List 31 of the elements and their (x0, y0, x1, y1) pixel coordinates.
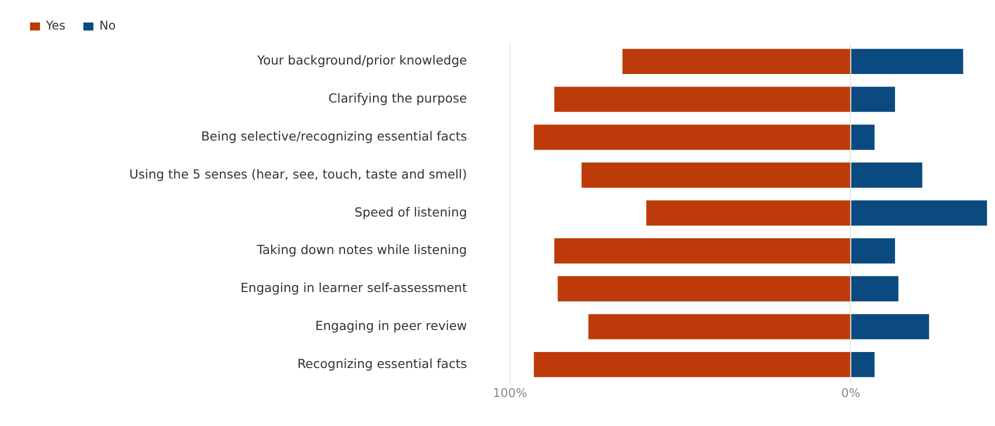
bar (851, 238, 896, 264)
legend-label: No (99, 18, 116, 33)
bar (851, 162, 922, 188)
y-tick-label: Clarifying the purpose (328, 90, 468, 106)
y-tick-label: Recognizing essential facts (297, 356, 467, 371)
bar (558, 276, 850, 302)
y-tick-label: Taking down notes while listening (256, 242, 467, 258)
bar (588, 314, 850, 340)
x-tick-label: 100% (492, 386, 528, 400)
bar (582, 162, 850, 188)
bar (851, 48, 964, 74)
bar (851, 86, 896, 112)
bar (554, 238, 850, 264)
bar (851, 200, 987, 226)
bar (851, 276, 898, 302)
bar (851, 314, 930, 340)
y-tick-label: Your background/prior knowledge (256, 52, 468, 68)
y-tick-label: Using the 5 senses (hear, see, touch, taste and smell) (129, 166, 467, 182)
y-tick-label: Being selective/recognizing essential facts (201, 128, 467, 144)
bar (534, 124, 850, 150)
y-tick-label: Engaging in peer review (315, 318, 467, 333)
y-tick-label: Engaging in learner self-assessment (240, 280, 468, 296)
x-tick-label: 0% (841, 386, 860, 400)
y-tick-label: Speed of listening (354, 204, 467, 220)
bar (646, 200, 850, 226)
bar (554, 86, 850, 112)
bar (851, 124, 875, 150)
bar (622, 48, 850, 74)
legend-label: Yes (45, 18, 66, 33)
bar (851, 352, 875, 378)
bar (534, 352, 850, 378)
